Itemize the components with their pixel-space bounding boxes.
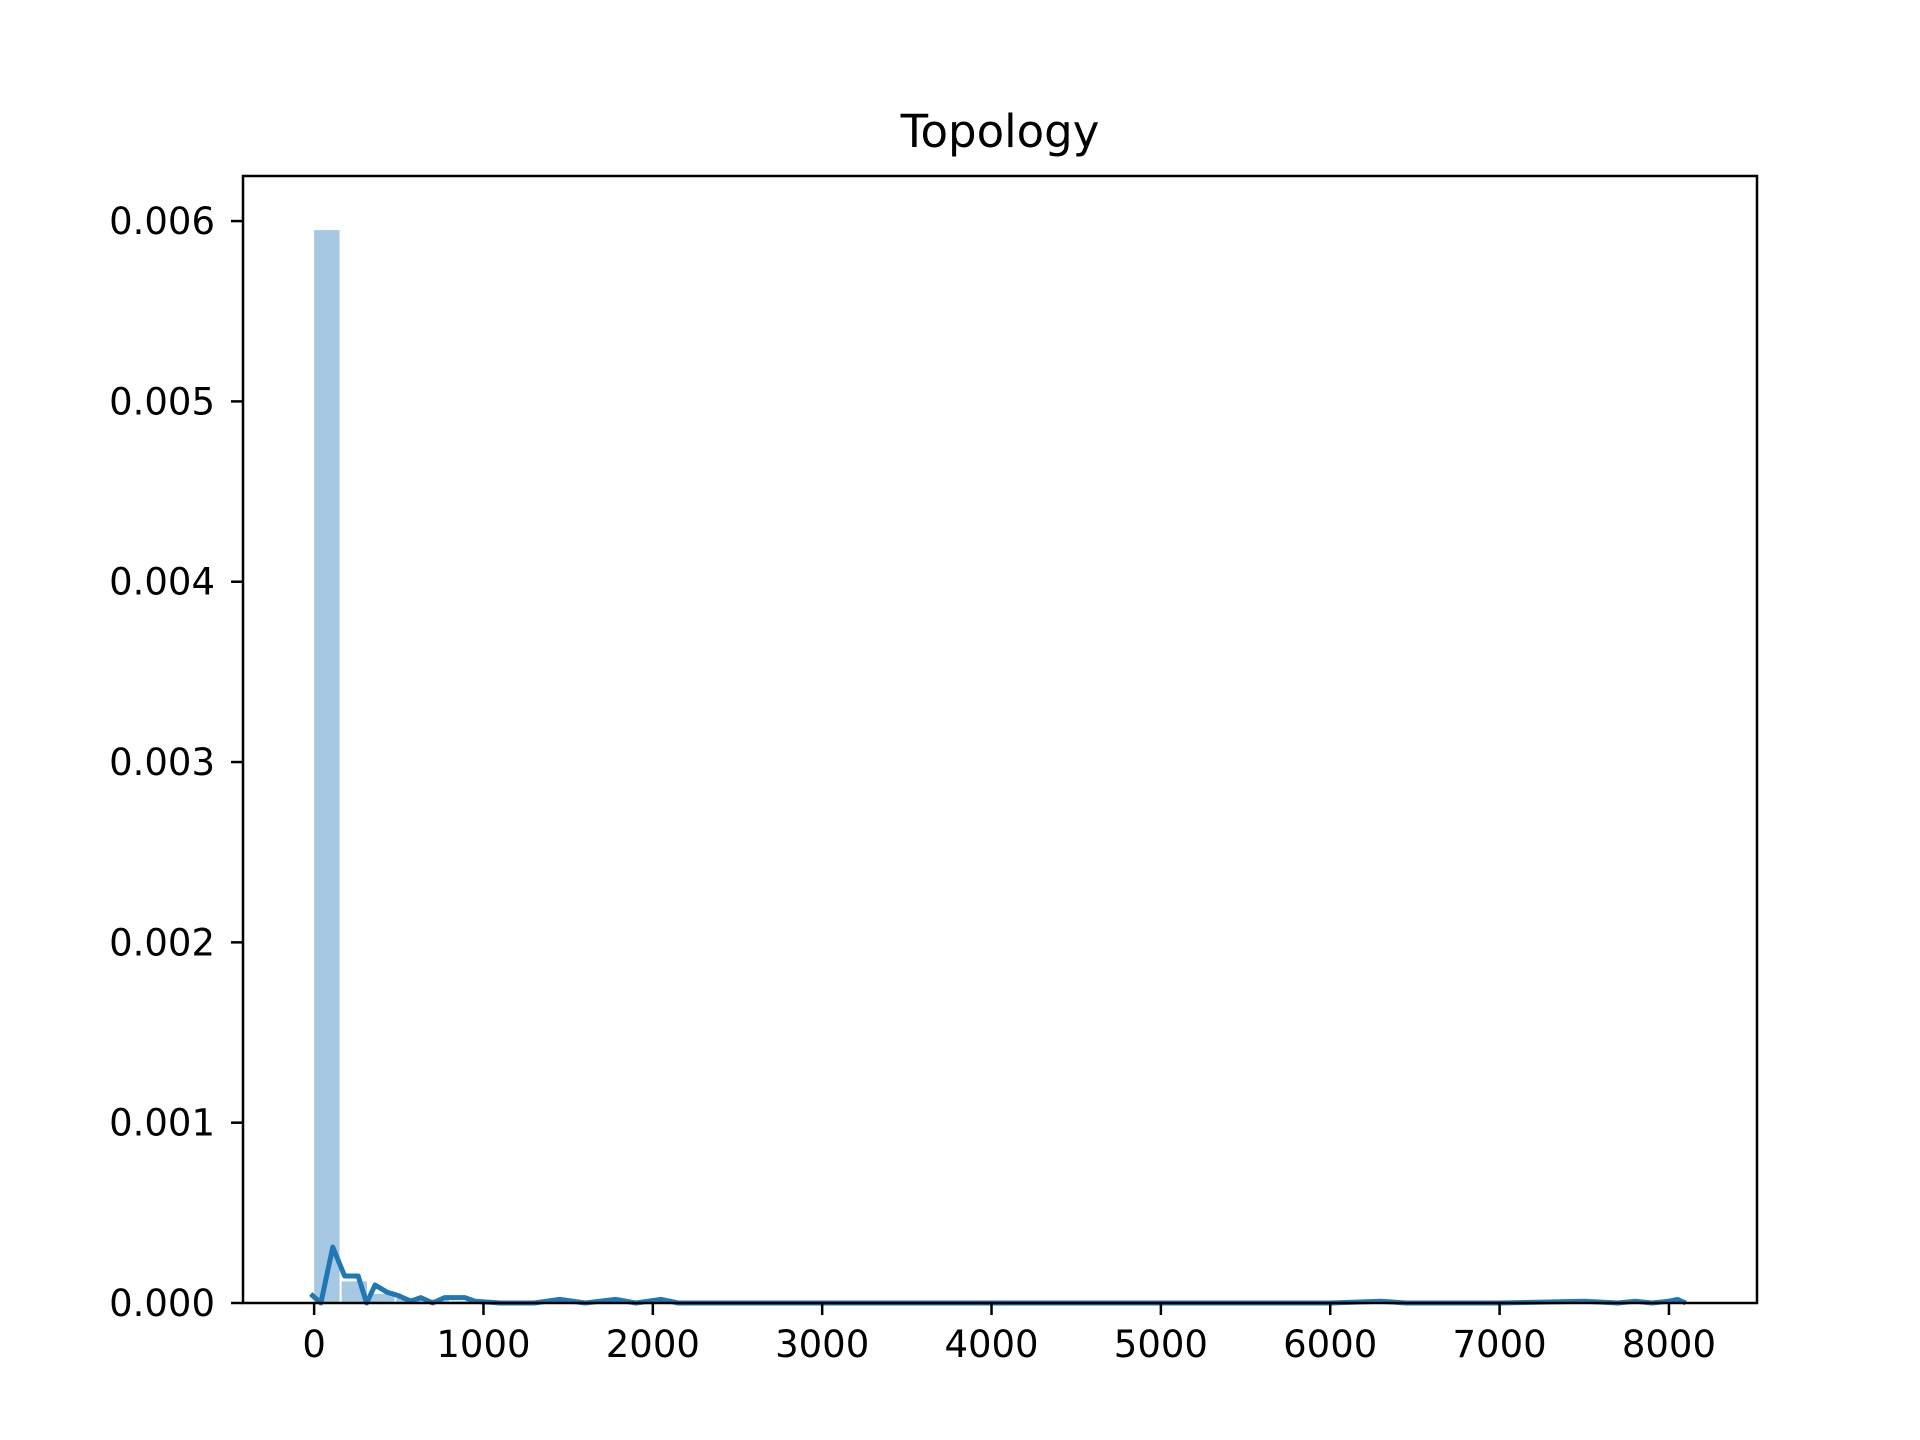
histogram-bar-0 <box>314 230 340 1304</box>
y-tick-label-6: 0.006 <box>109 200 215 243</box>
y-tick-label-4: 0.004 <box>109 561 215 604</box>
chart-title: Topology <box>900 105 1100 158</box>
x-tick-label-7: 7000 <box>1453 1323 1547 1366</box>
x-tick-label-6: 6000 <box>1283 1323 1377 1366</box>
x-tick-label-0: 0 <box>302 1323 326 1366</box>
x-tick-label-3: 3000 <box>775 1323 869 1366</box>
x-tick-label-2: 2000 <box>606 1323 700 1366</box>
x-tick-label-5: 5000 <box>1114 1323 1208 1366</box>
y-tick-label-0: 0.000 <box>109 1282 215 1325</box>
x-tick-label-4: 4000 <box>944 1323 1038 1366</box>
y-tick-label-3: 0.003 <box>109 741 215 784</box>
x-tick-label-1: 1000 <box>436 1323 530 1366</box>
y-tick-label-2: 0.002 <box>109 921 215 964</box>
y-tick-label-1: 0.001 <box>109 1102 215 1145</box>
density-line <box>309 1244 1687 1306</box>
x-axis: 0 1000 2000 3000 4000 5000 6000 7000 8000 <box>302 1303 1716 1366</box>
x-tick-label-8: 8000 <box>1622 1323 1716 1366</box>
y-tick-label-5: 0.005 <box>109 380 215 423</box>
histogram-bars <box>314 230 477 1304</box>
y-axis: 0.000 0.001 0.002 0.003 0.004 0.005 0.006 <box>109 200 243 1325</box>
histogram-bar-2 <box>368 1293 395 1303</box>
plot-frame <box>241 174 1759 1305</box>
